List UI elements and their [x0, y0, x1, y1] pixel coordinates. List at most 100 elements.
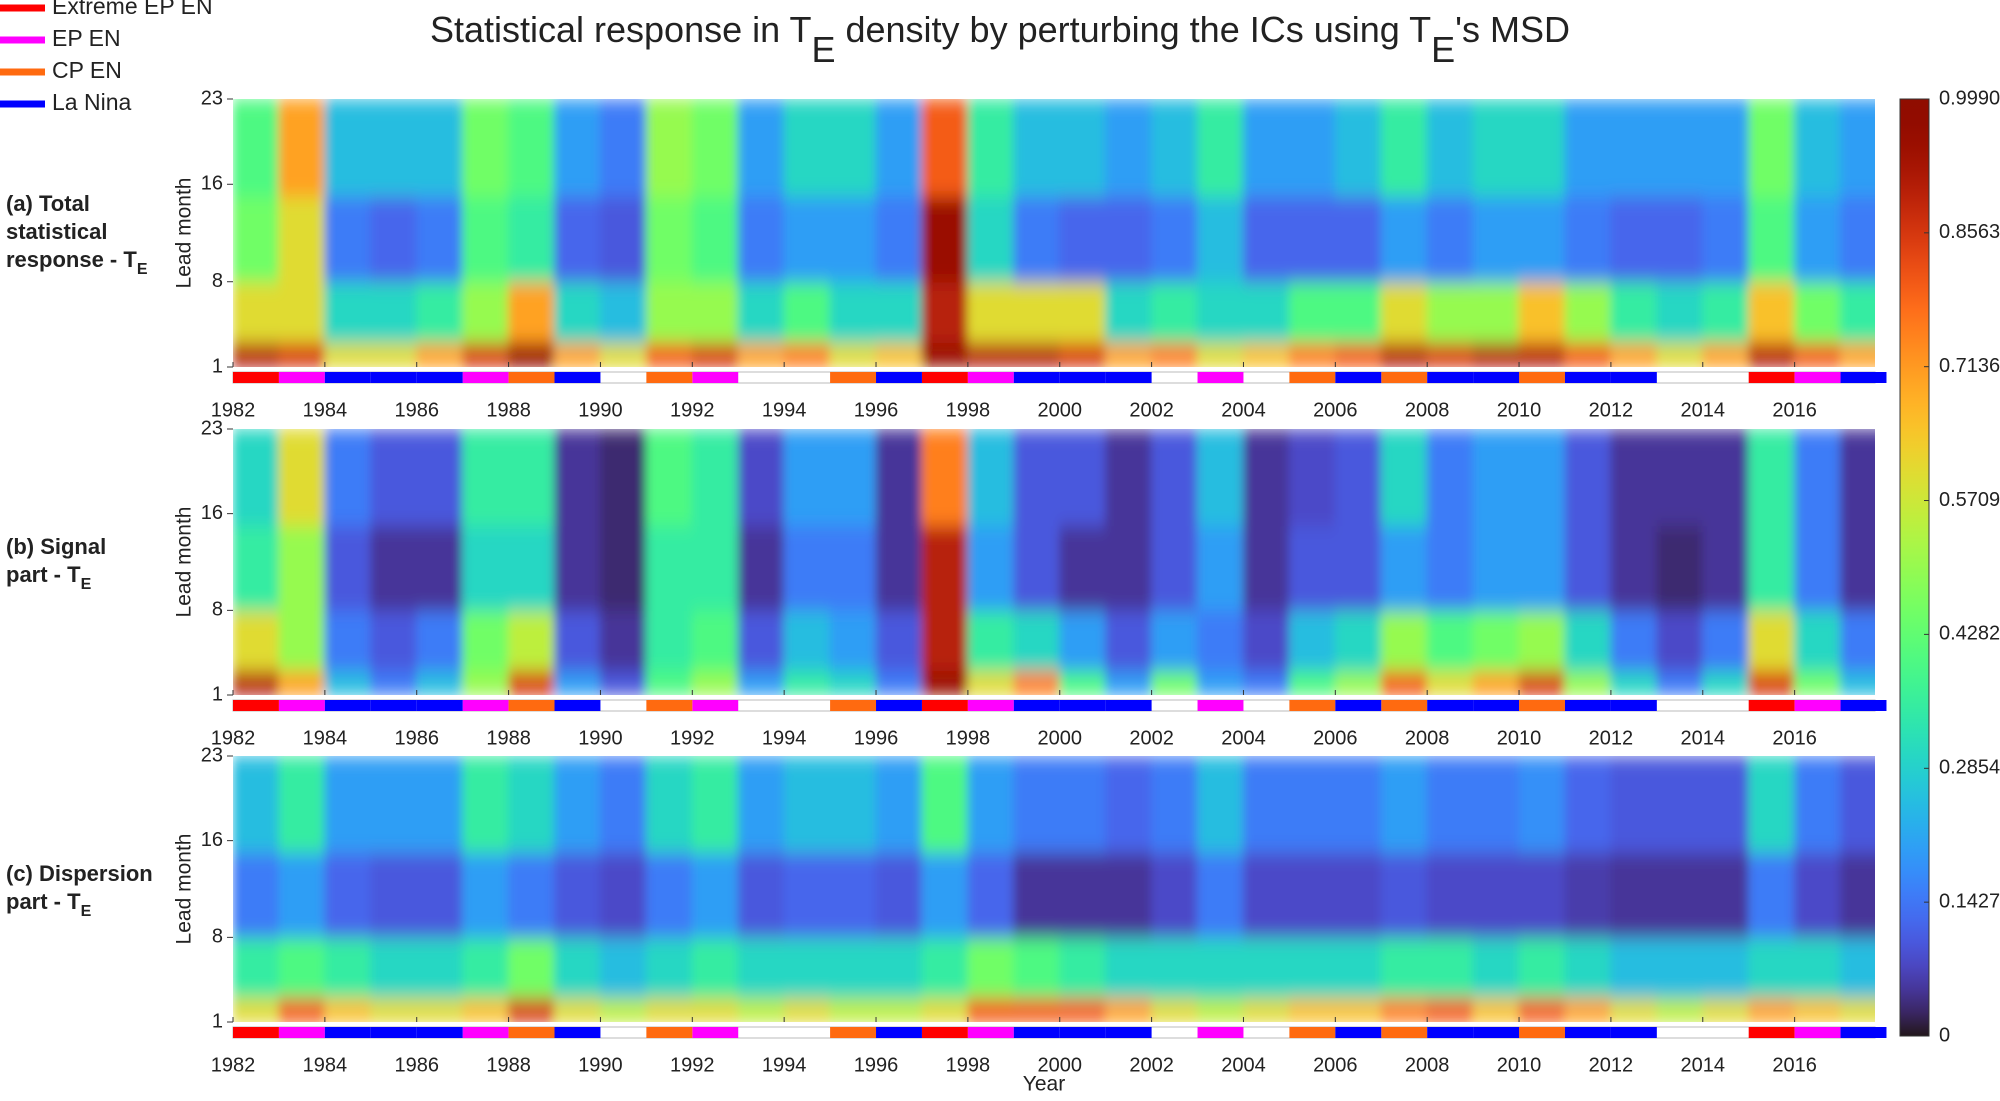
x-tick-label: 2014: [1681, 1054, 1726, 1076]
heatmap-cell: [370, 525, 418, 611]
heatmap-cell: [967, 852, 1015, 938]
heatmap-cell: [1702, 281, 1750, 344]
heatmap-cell: [1656, 756, 1704, 854]
heatmap-cell: [508, 852, 556, 938]
x-tick-label: 2008: [1405, 399, 1450, 421]
heatmap-cell: [508, 756, 556, 854]
enso-segment: [416, 372, 463, 383]
heatmap-cell: [278, 670, 326, 695]
enso-segment: [1289, 700, 1336, 711]
y-tick-label: 16: [201, 829, 223, 851]
heatmap-cell: [1656, 281, 1704, 344]
panel-label-line: (c) Dispersion: [6, 861, 153, 886]
heatmap-cell: [370, 852, 418, 938]
heatmap-cell: [921, 99, 969, 197]
heatmap: [233, 429, 1875, 695]
x-tick-label: 1994: [762, 1054, 807, 1076]
heatmap-cell: [1105, 342, 1153, 367]
heatmap-cell: [783, 670, 831, 695]
heatmap-cell: [599, 525, 647, 611]
heatmap-cell: [737, 195, 785, 283]
heatmap-cell: [1426, 997, 1474, 1022]
y-tick-label: 16: [201, 502, 223, 524]
colorbar-tick-label: 0.7136: [1939, 355, 2000, 377]
title-subscript: E: [1431, 29, 1455, 70]
heatmap-cell: [1334, 609, 1382, 672]
heatmap-cell: [1242, 609, 1290, 672]
heatmap-cell: [1197, 670, 1244, 695]
heatmap-cell: [1840, 936, 1875, 999]
heatmap-cell: [645, 997, 693, 1022]
enso-segment: [1059, 1027, 1106, 1038]
heatmap-cell: [278, 936, 326, 999]
title-subscript: E: [811, 29, 835, 70]
heatmap-cell: [554, 342, 601, 367]
heatmap-cell: [1197, 997, 1244, 1022]
heatmap-cell: [645, 281, 693, 344]
heatmap-cell: [1656, 936, 1704, 999]
heatmap-cell: [1288, 525, 1336, 611]
heatmap-cell: [462, 195, 510, 283]
heatmap-cell: [1013, 609, 1061, 672]
heatmap-cell: [233, 997, 280, 1022]
x-tick-label: 2008: [1405, 727, 1450, 749]
heatmap-cell: [1151, 997, 1199, 1022]
enso-segment: [1289, 372, 1336, 383]
enso-segment: [462, 372, 509, 383]
enso-segment: [1610, 700, 1657, 711]
enso-segment: [921, 1027, 968, 1038]
enso-segment: [1289, 1027, 1336, 1038]
heatmap-cell: [737, 342, 785, 367]
title-part: Statistical response in T: [430, 9, 812, 50]
heatmap-cell: [278, 281, 326, 344]
heatmap-cell: [599, 342, 647, 367]
heatmap-cell: [508, 670, 556, 695]
enso-segment: [1335, 1027, 1382, 1038]
heatmap-cell: [554, 99, 601, 197]
heatmap-cell: [1656, 195, 1704, 283]
enso-segment: [233, 372, 279, 383]
enso-segment: [1840, 1027, 1887, 1038]
heatmap-cell: [829, 525, 877, 611]
heatmap-cell: [1472, 99, 1520, 197]
heatmap-cell: [1518, 936, 1566, 999]
heatmap-cell: [1702, 852, 1750, 938]
heatmap-cell: [737, 997, 785, 1022]
enso-segment: [324, 372, 371, 383]
heatmap-cell: [737, 609, 785, 672]
heatmap-cell: [1426, 936, 1474, 999]
heatmap-cell: [370, 997, 418, 1022]
heatmap-cell: [462, 997, 510, 1022]
heatmap-cell: [645, 852, 693, 938]
heatmap-cell: [1151, 281, 1199, 344]
heatmap-cell: [1380, 342, 1428, 367]
heatmap-cell: [1748, 670, 1796, 695]
heatmap-cell: [921, 936, 969, 999]
heatmap-cell: [599, 429, 647, 527]
heatmap-cell: [921, 670, 969, 695]
heatmap-cell: [1656, 99, 1704, 197]
heatmap-cell: [1151, 609, 1199, 672]
enso-segment: [1427, 372, 1474, 383]
x-tick-label: 2016: [1772, 399, 1817, 421]
heatmap-cell: [1288, 852, 1336, 938]
heatmap-cell: [233, 281, 280, 344]
heatmap-cell: [1380, 195, 1428, 283]
y-tick-label: 8: [212, 926, 223, 948]
enso-segment: [1564, 700, 1611, 711]
x-tick-label: 1998: [946, 399, 991, 421]
heatmap-cell: [508, 99, 556, 197]
heatmap-cell: [1840, 997, 1875, 1022]
heatmap-cell: [416, 99, 464, 197]
heatmap-cell: [278, 429, 326, 527]
heatmap-cell: [1334, 525, 1382, 611]
heatmap-cell: [1151, 852, 1199, 938]
heatmap-cells: [233, 99, 1875, 367]
heatmap-cell: [462, 281, 510, 344]
heatmap-cell: [508, 195, 556, 283]
enso-segment: [876, 700, 922, 711]
x-tick-label: 1990: [578, 727, 623, 749]
heatmap: [233, 756, 1875, 1022]
heatmap-cell: [1564, 429, 1612, 527]
heatmap-cell: [370, 195, 418, 283]
